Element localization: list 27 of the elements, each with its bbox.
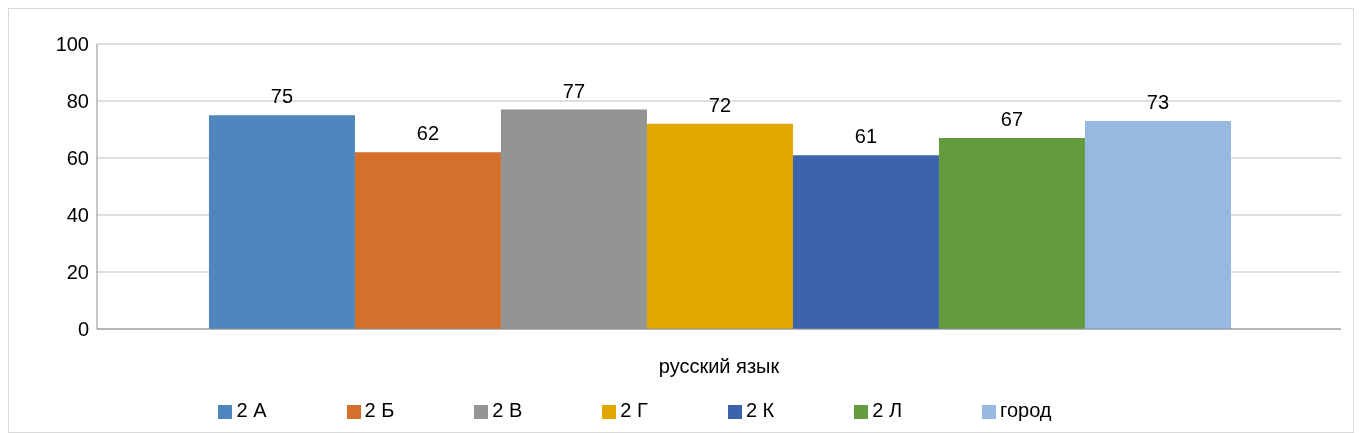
legend-label: 2 В	[492, 399, 523, 421]
y-tick-label: 20	[66, 261, 89, 284]
legend-label: 2 К	[745, 399, 775, 421]
data-label: 77	[562, 79, 586, 102]
data-label: 72	[708, 93, 732, 116]
legend-label: 2 Г	[620, 399, 648, 421]
data-label: 61	[854, 125, 878, 148]
legend-label: 2 Б	[364, 399, 395, 421]
y-tick-label: 0	[77, 318, 89, 341]
bar	[1084, 120, 1231, 329]
data-label: 73	[1146, 90, 1170, 113]
y-tick-label: 60	[66, 147, 89, 170]
legend-label: 2 Л	[872, 399, 903, 421]
data-label: 67	[1000, 108, 1024, 131]
legend-label: город	[1000, 399, 1052, 421]
bar	[208, 115, 355, 329]
data-label: 62	[416, 122, 440, 145]
bar	[792, 155, 939, 329]
data-label: 75	[270, 85, 294, 108]
bar	[938, 138, 1085, 329]
y-tick-label: 40	[66, 204, 89, 227]
bar	[646, 123, 793, 329]
legend-label: 2 А	[236, 399, 267, 421]
x-tick-label: русский язык	[658, 355, 780, 378]
y-tick-label: 100	[55, 33, 89, 56]
bar	[354, 152, 501, 329]
y-tick-label: 80	[66, 90, 89, 113]
